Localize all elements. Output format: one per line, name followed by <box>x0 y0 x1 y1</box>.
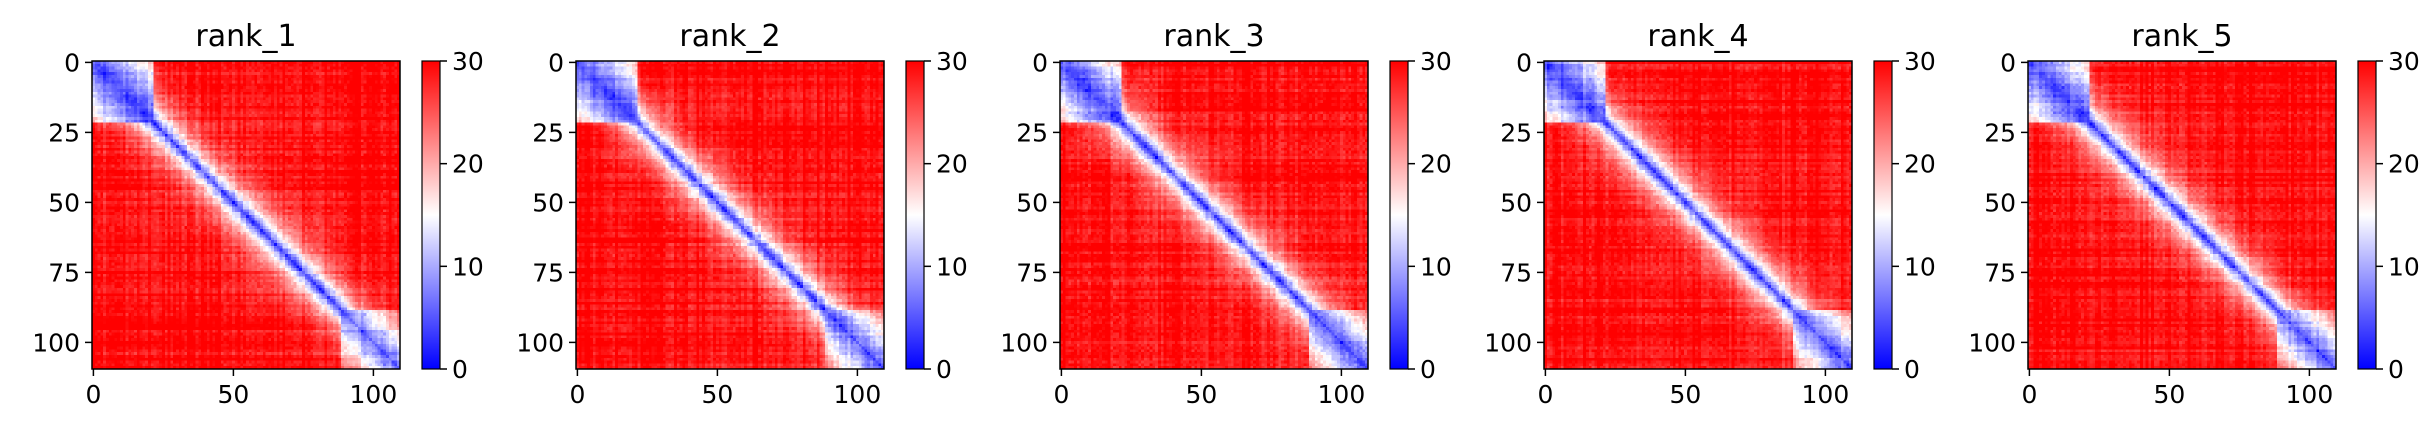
x-tick-label: 0 <box>1537 380 1553 409</box>
y-tick-label: 75 <box>1500 258 1532 287</box>
y-tick-label: 75 <box>1984 258 2016 287</box>
y-tick-label: 0 <box>1516 48 1532 77</box>
plot-frame <box>1059 60 1369 370</box>
plot-frame <box>1543 60 1853 370</box>
colorbar-tick-label: 30 <box>452 47 484 76</box>
colorbar-tick-label: 10 <box>2388 252 2420 281</box>
x-tick-label: 100 <box>834 380 882 409</box>
x-tick-label: 0 <box>569 380 585 409</box>
colorbar <box>1873 60 1893 370</box>
y-tick-label: 50 <box>48 188 80 217</box>
y-tick-label: 50 <box>1016 188 1048 217</box>
colorbar-tick-label: 10 <box>1904 252 1936 281</box>
panel-title: rank_1 <box>195 19 296 54</box>
colorbar-tick-label: 0 <box>452 355 468 384</box>
panel-title: rank_3 <box>1163 19 1264 54</box>
y-tick-label: 75 <box>48 258 80 287</box>
y-tick-label: 0 <box>1032 48 1048 77</box>
colorbar-tick-label: 20 <box>2388 150 2420 179</box>
x-tick-label: 50 <box>701 380 733 409</box>
heatmap-image <box>92 61 400 369</box>
y-tick-label: 100 <box>516 328 564 357</box>
y-tick-label: 50 <box>1500 188 1532 217</box>
colorbar-tick-label: 0 <box>936 355 952 384</box>
heatmap-image <box>1544 61 1852 369</box>
y-tick-label: 25 <box>1016 118 1048 147</box>
x-tick-label: 0 <box>1053 380 1069 409</box>
colorbar-tick-label: 0 <box>2388 355 2404 384</box>
colorbar-tick-label: 10 <box>1420 252 1452 281</box>
y-tick-label: 100 <box>1484 328 1532 357</box>
x-tick-label: 100 <box>350 380 398 409</box>
y-tick-label: 75 <box>532 258 564 287</box>
colorbar-tick-label: 20 <box>936 150 968 179</box>
panel-title: rank_4 <box>1647 19 1748 54</box>
y-tick-label: 25 <box>1500 118 1532 147</box>
colorbar-tick-label: 0 <box>1904 355 1920 384</box>
plot-frame <box>91 60 401 370</box>
y-tick-label: 50 <box>532 188 564 217</box>
colorbar-tick-label: 10 <box>452 252 484 281</box>
panel-title: rank_2 <box>679 19 780 54</box>
colorbar-tick-label: 30 <box>1904 47 1936 76</box>
x-tick-label: 100 <box>1802 380 1850 409</box>
y-tick-label: 100 <box>1000 328 1048 357</box>
colorbar <box>421 60 441 370</box>
colorbar-tick-label: 20 <box>452 150 484 179</box>
plot-frame <box>575 60 885 370</box>
y-tick-label: 25 <box>532 118 564 147</box>
y-tick-label: 75 <box>1016 258 1048 287</box>
colorbar <box>905 60 925 370</box>
colorbar-tick-label: 10 <box>936 252 968 281</box>
x-tick-label: 100 <box>2286 380 2334 409</box>
plot-frame <box>2027 60 2337 370</box>
heatmap-image <box>1060 61 1368 369</box>
panel-title: rank_5 <box>2131 19 2232 54</box>
x-tick-label: 0 <box>2021 380 2037 409</box>
y-tick-label: 100 <box>32 328 80 357</box>
x-tick-label: 100 <box>1318 380 1366 409</box>
colorbar-tick-label: 20 <box>1904 150 1936 179</box>
colorbar <box>2357 60 2377 370</box>
colorbar-tick-label: 30 <box>1420 47 1452 76</box>
x-tick-label: 50 <box>2153 380 2185 409</box>
x-tick-label: 50 <box>1669 380 1701 409</box>
y-tick-label: 25 <box>48 118 80 147</box>
x-tick-label: 50 <box>1185 380 1217 409</box>
y-tick-label: 0 <box>2000 48 2016 77</box>
y-tick-label: 50 <box>1984 188 2016 217</box>
colorbar-tick-label: 30 <box>2388 47 2420 76</box>
colorbar-tick-label: 20 <box>1420 150 1452 179</box>
heatmap-image <box>576 61 884 369</box>
heatmap-image <box>2028 61 2336 369</box>
colorbar-tick-label: 30 <box>936 47 968 76</box>
y-tick-label: 0 <box>548 48 564 77</box>
x-tick-label: 0 <box>85 380 101 409</box>
y-tick-label: 100 <box>1968 328 2016 357</box>
x-tick-label: 50 <box>217 380 249 409</box>
colorbar <box>1389 60 1409 370</box>
colorbar-tick-label: 0 <box>1420 355 1436 384</box>
y-tick-label: 0 <box>64 48 80 77</box>
y-tick-label: 25 <box>1984 118 2016 147</box>
